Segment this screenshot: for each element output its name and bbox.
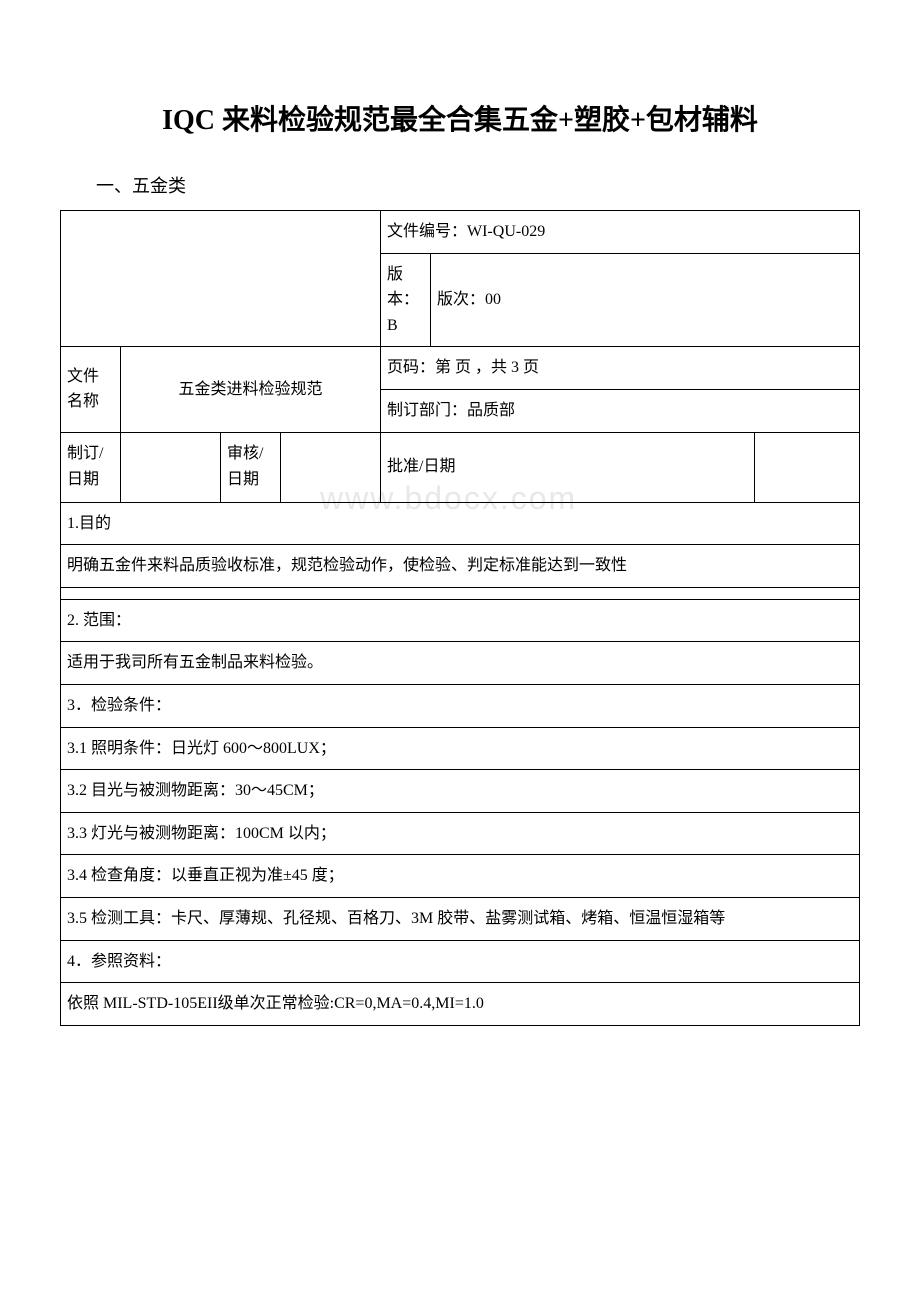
version-cell-1: 版本：B	[381, 253, 431, 347]
cond-35-cell: 3.5 检测工具：卡尺、厚薄规、孔径规、百格刀、3M 胶带、盐雾测试箱、烤箱、恒…	[61, 897, 860, 940]
purpose-text: 明确五金件来料品质验收标准，规范检验动作，使检验、判定标准能达到一致性	[67, 557, 627, 574]
reference-text: 依照 MIL-STD-105EII级单次正常检验:CR=0,MA=0.4,MI=…	[67, 995, 484, 1012]
file-number-label: 文件编号：WI-QU-029	[387, 223, 545, 240]
approver-value-cell	[754, 432, 859, 502]
file-name-value-cell: 五金类进料检验规范	[121, 347, 381, 432]
creator-label-cell: 制订/日期	[61, 432, 121, 502]
cond-34-cell: 3.4 检查角度：以垂直正视为准±45 度；	[61, 855, 860, 898]
page-label: 页码：第 页 ，共 3 页	[387, 359, 539, 376]
reviewer-value-cell	[281, 432, 381, 502]
file-name-value: 五金类进料检验规范	[178, 381, 322, 398]
conditions-title: 3．检验条件：	[67, 697, 171, 714]
document-title: IQC 来料检验规范最全合集五金+塑胶+包材辅料	[60, 100, 860, 142]
reviewer-label: 审核/日期	[227, 445, 263, 488]
header-blank	[61, 211, 381, 347]
reviewer-label-cell: 审核/日期	[221, 432, 281, 502]
creator-value-cell	[121, 432, 221, 502]
purpose-text-cell: 明确五金件来料品质验收标准，规范检验动作，使检验、判定标准能达到一致性	[61, 545, 860, 588]
cond-32-cell: 3.2 目光与被测物距离：30～45CM；	[61, 770, 860, 813]
purpose-title: 1.目的	[67, 515, 111, 532]
dept-cell: 制订部门：品质部	[381, 389, 860, 432]
approver-label-cell: 批准/日期	[381, 432, 755, 502]
cond-34: 3.4 检查角度：以垂直正视为准±45 度；	[67, 867, 344, 884]
approver-label: 批准/日期	[387, 458, 455, 475]
cond-33-cell: 3.3 灯光与被测物距离：100CM 以内；	[61, 812, 860, 855]
cond-35: 3.5 检测工具：卡尺、厚薄规、孔径规、百格刀、3M 胶带、盐雾测试箱、烤箱、恒…	[67, 910, 725, 927]
purpose-title-cell: 1.目的	[61, 502, 860, 545]
reference-text-cell: 依照 MIL-STD-105EII级单次正常检验:CR=0,MA=0.4,MI=…	[61, 983, 860, 1026]
scope-text-cell: 适用于我司所有五金制品来料检验。	[61, 642, 860, 685]
scope-title-cell: 2. 范围：	[61, 599, 860, 642]
empty-row-cell	[61, 587, 860, 599]
document-container: IQC 来料检验规范最全合集五金+塑胶+包材辅料 一、五金类 www.bdocx…	[60, 100, 860, 1026]
file-name-label-cell: 文件名称	[61, 347, 121, 432]
creator-label: 制订/日期	[67, 445, 103, 488]
version-label-2: 版次：00	[437, 291, 501, 308]
cond-32: 3.2 目光与被测物距离：30～45CM；	[67, 782, 324, 799]
file-number-cell: 文件编号：WI-QU-029	[381, 211, 860, 254]
scope-title: 2. 范围：	[67, 612, 131, 629]
reference-title-cell: 4．参照资料：	[61, 940, 860, 983]
page-label-cell: 页码：第 页 ，共 3 页	[381, 347, 860, 390]
version-label-1: 版本：B	[387, 266, 419, 334]
cond-33: 3.3 灯光与被测物距离：100CM 以内；	[67, 825, 336, 842]
document-table: 文件编号：WI-QU-029 版本：B 版次：00 文件名称 五金类进料检验规范…	[60, 210, 860, 1026]
cond-31: 3.1 照明条件：日光灯 600～800LUX；	[67, 740, 336, 757]
version-cell-2: 版次：00	[431, 253, 860, 347]
conditions-title-cell: 3．检验条件：	[61, 684, 860, 727]
section-heading: 一、五金类	[60, 172, 860, 198]
reference-title: 4．参照资料：	[67, 953, 171, 970]
cond-31-cell: 3.1 照明条件：日光灯 600～800LUX；	[61, 727, 860, 770]
file-name-label: 文件名称	[67, 368, 99, 411]
dept-label: 制订部门：品质部	[387, 402, 515, 419]
scope-text: 适用于我司所有五金制品来料检验。	[67, 654, 323, 671]
